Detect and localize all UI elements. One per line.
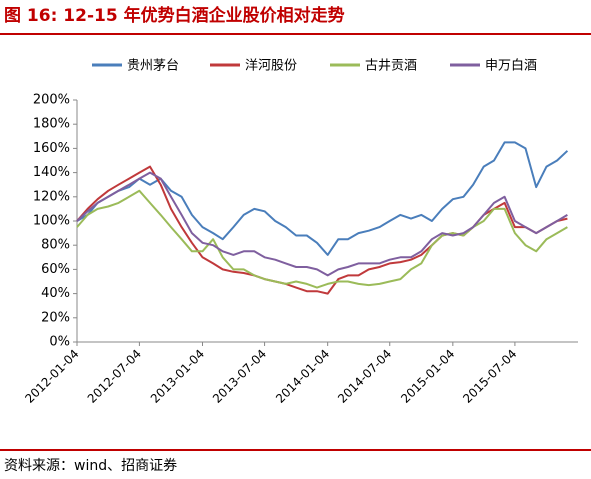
y-tick-label: 20% (41, 310, 70, 325)
y-tick-label: 160% (33, 141, 70, 156)
y-tick-label: 140% (33, 165, 70, 180)
series-line (76, 141, 569, 256)
x-tick-label: 2015-01-04 (398, 347, 457, 406)
legend-label: 申万白酒 (485, 58, 537, 74)
x-tick-label: 2013-07-04 (210, 347, 269, 406)
series-line (76, 171, 568, 277)
x-tick-label: 2012-01-04 (22, 347, 81, 406)
series-line (76, 189, 568, 289)
y-tick-label: 40% (41, 286, 70, 301)
x-tick-label: 2014-07-04 (335, 347, 394, 406)
legend-label: 古井贡酒 (365, 59, 417, 74)
legend-label: 贵州茅台 (127, 59, 179, 74)
legend-label: 洋河股份 (245, 59, 297, 74)
y-tick-label: 0% (49, 335, 70, 350)
series-line (76, 165, 568, 295)
y-tick-label: 180% (33, 117, 70, 132)
x-tick-label: 2012-07-04 (85, 347, 144, 406)
y-tick-label: 200% (33, 93, 70, 108)
y-tick-label: 80% (41, 238, 70, 253)
y-tick-label: 100% (33, 214, 70, 229)
x-tick-label: 2014-01-04 (273, 347, 332, 406)
x-tick-label: 2013-01-04 (148, 347, 207, 406)
y-tick-label: 120% (33, 189, 70, 204)
y-tick-label: 60% (41, 262, 70, 277)
source: 资料来源：wind、招商证券 (4, 458, 177, 474)
x-tick-label: 2015-07-04 (460, 347, 519, 406)
chart-title: 图 16: 12-15 年优势白酒企业股价相对走势 (4, 5, 345, 26)
